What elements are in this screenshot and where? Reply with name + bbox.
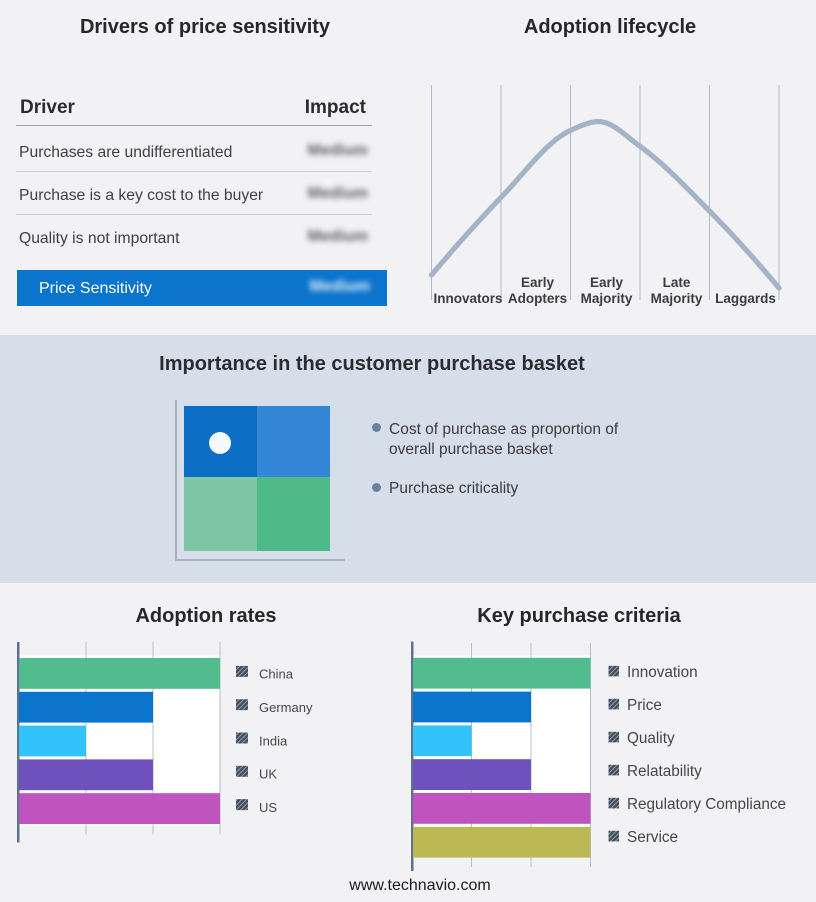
svg-text:Majority: Majority [651, 291, 703, 306]
svg-text:Early: Early [590, 275, 624, 290]
svg-text:Laggards: Laggards [715, 291, 776, 306]
svg-text:Early: Early [521, 275, 555, 290]
svg-text:Majority: Majority [581, 291, 633, 306]
svg-text:China: China [259, 667, 294, 682]
svg-text:Germany: Germany [259, 700, 313, 715]
svg-text:Relatability: Relatability [627, 763, 702, 780]
svg-text:Adopters: Adopters [508, 291, 567, 306]
svg-text:Service: Service [627, 829, 678, 846]
svg-text:UK: UK [259, 767, 277, 782]
svg-text:Late: Late [663, 275, 691, 290]
svg-text:US: US [259, 800, 277, 815]
svg-text:Innovation: Innovation [627, 664, 698, 681]
svg-text:Price: Price [627, 697, 662, 714]
svg-text:Innovators: Innovators [433, 291, 502, 306]
svg-text:Regulatory Compliance: Regulatory Compliance [627, 796, 786, 813]
svg-text:Quality: Quality [627, 730, 675, 747]
svg-text:India: India [259, 733, 288, 748]
